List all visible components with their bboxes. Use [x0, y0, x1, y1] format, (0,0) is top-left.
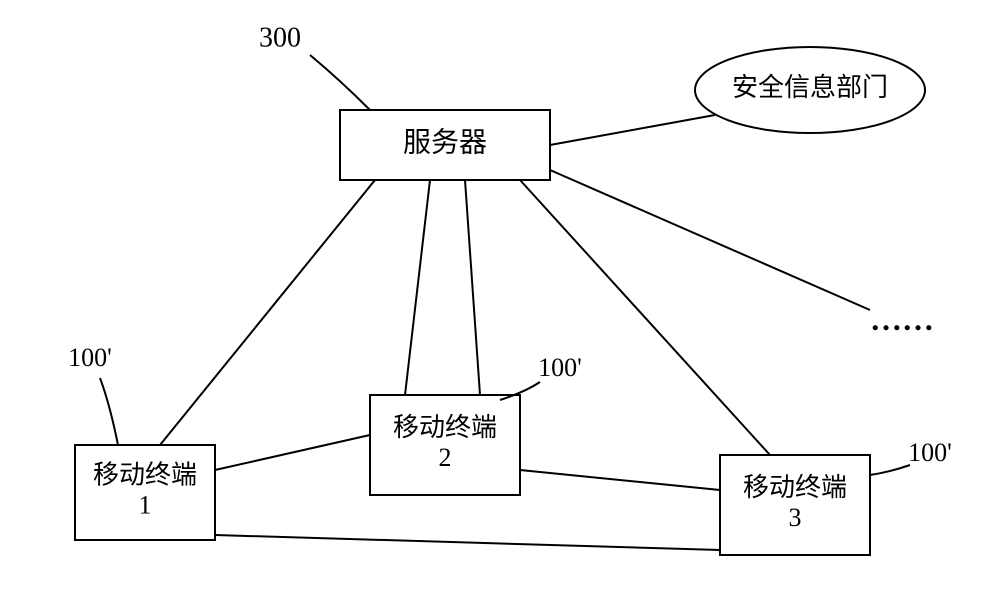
node-mt2-label: 移动终端 [393, 413, 497, 442]
ref-mt2: 100' [538, 353, 582, 382]
leader-mt3 [870, 465, 910, 475]
node-mt3-label: 3 [789, 503, 802, 532]
node-mt3-label: 移动终端 [743, 473, 847, 502]
node-server-label: 服务器 [403, 126, 487, 158]
edge-mt1-mt3 [215, 535, 720, 550]
node-mt1-label: 移动终端 [93, 461, 197, 490]
edge-server-security [550, 115, 715, 145]
ref-mt1: 100' [68, 343, 112, 372]
edge-server-mt2_b [465, 180, 480, 395]
node-mt1-label: 1 [139, 490, 152, 519]
leader-server [310, 55, 370, 110]
ellipsis-dots: …… [870, 301, 934, 337]
edge-server-mt3 [520, 180, 770, 455]
ref-server: 300 [259, 22, 301, 53]
ref-mt3: 100' [908, 438, 952, 467]
edge-mt1-mt2 [215, 435, 370, 470]
edge-server-dots [550, 170, 870, 310]
node-mt2-label: 2 [439, 443, 452, 472]
edge-server-mt1 [160, 180, 375, 445]
node-security-label: 安全信息部门 [732, 73, 888, 102]
edge-mt2-mt3 [520, 470, 720, 490]
leader-mt1 [100, 378, 118, 445]
edge-server-mt2_a [405, 180, 430, 395]
